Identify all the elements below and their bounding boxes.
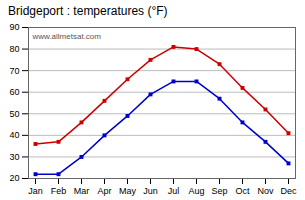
svg-text:Sep: Sep	[211, 186, 227, 196]
svg-text:30: 30	[9, 152, 19, 162]
svg-text:70: 70	[9, 66, 19, 76]
svg-text:www.allmetsat.com: www.allmetsat.com	[32, 32, 102, 41]
svg-text:Mar: Mar	[74, 186, 90, 196]
svg-text:20: 20	[9, 173, 19, 183]
svg-text:May: May	[119, 186, 137, 196]
svg-text:Aug: Aug	[188, 186, 204, 196]
svg-text:40: 40	[9, 130, 19, 140]
svg-text:Jan: Jan	[28, 186, 43, 196]
svg-text:80: 80	[9, 44, 19, 54]
svg-text:50: 50	[9, 109, 19, 119]
svg-text:90: 90	[9, 22, 19, 32]
svg-text:Jun: Jun	[143, 186, 158, 196]
svg-text:Jul: Jul	[168, 186, 180, 196]
html-text:Bridgeport : temperatures (°F): Bridgeport : temperatures (°F)	[8, 4, 168, 18]
svg-text:Apr: Apr	[97, 186, 111, 196]
svg-text:Dec: Dec	[280, 186, 297, 196]
svg-text:Oct: Oct	[235, 186, 250, 196]
svg-text:60: 60	[9, 87, 19, 97]
svg-text:Feb: Feb	[51, 186, 67, 196]
svg-text:Nov: Nov	[257, 186, 274, 196]
